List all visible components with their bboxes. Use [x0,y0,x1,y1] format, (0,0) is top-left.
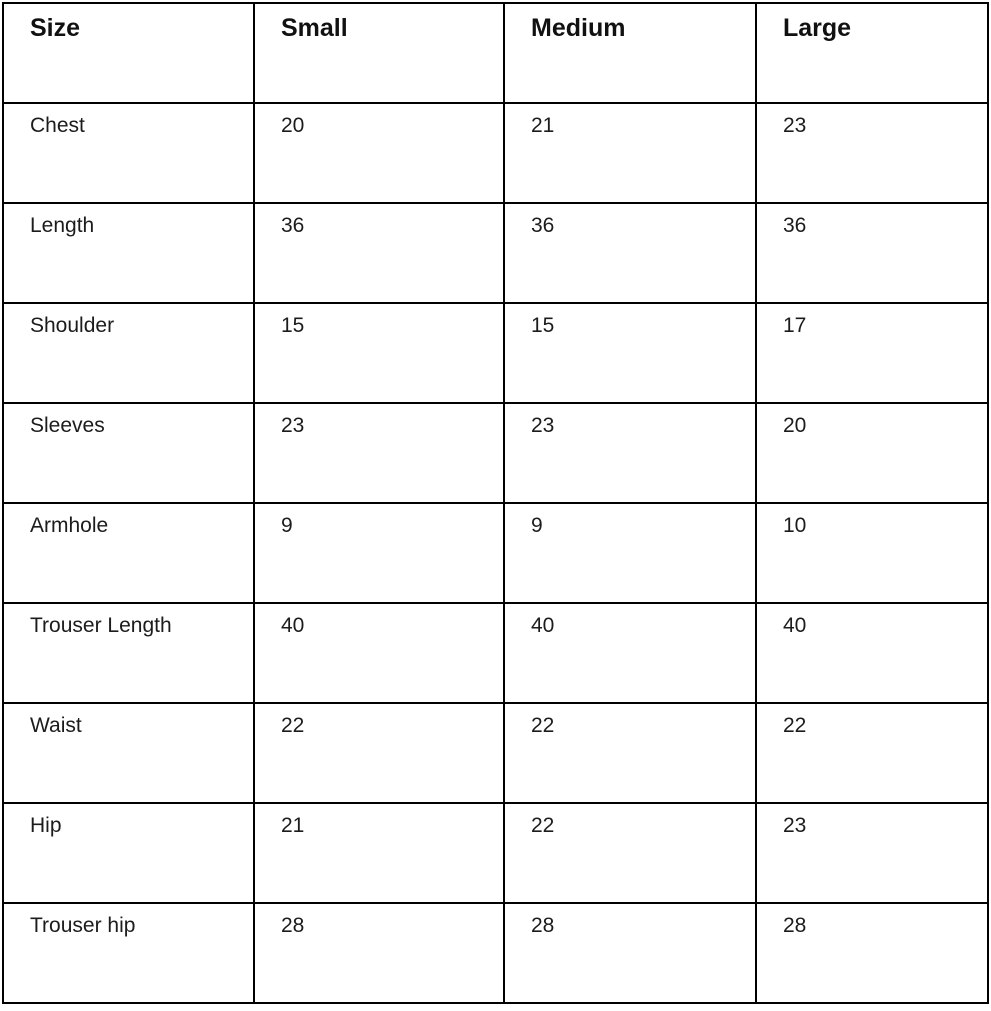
table-cell: 21 [503,102,757,204]
table-cell: 20 [755,402,989,504]
row-label: Chest [2,102,255,204]
table-row-hip: Hip 21 22 23 [2,802,989,904]
table-cell: 36 [755,202,989,304]
column-header-small: Small [253,2,505,104]
row-label: Armhole [2,502,255,604]
table-cell: 9 [503,502,757,604]
table-row-trouser-length: Trouser Length 40 40 40 [2,602,989,704]
table-cell: 15 [503,302,757,404]
header-row: Size Small Medium Large [2,2,989,104]
row-label: Trouser Length [2,602,255,704]
table-cell: 28 [755,902,989,1004]
table-cell: 28 [253,902,505,1004]
table-row-chest: Chest 20 21 23 [2,102,989,204]
row-label: Sleeves [2,402,255,504]
table-cell: 17 [755,302,989,404]
table-cell: 36 [253,202,505,304]
column-header-medium: Medium [503,2,757,104]
table-cell: 10 [755,502,989,604]
table-cell: 40 [503,602,757,704]
table-row-sleeves: Sleeves 23 23 20 [2,402,989,504]
table-cell: 22 [253,702,505,804]
table-row-armhole: Armhole 9 9 10 [2,502,989,604]
table-cell: 28 [503,902,757,1004]
table-cell: 36 [503,202,757,304]
table-row-trouser-hip: Trouser hip 28 28 28 [2,902,989,1004]
table-row-length: Length 36 36 36 [2,202,989,304]
table-cell: 23 [755,102,989,204]
column-header-size: Size [2,2,255,104]
column-header-large: Large [755,2,989,104]
table-row-shoulder: Shoulder 15 15 17 [2,302,989,404]
row-label: Waist [2,702,255,804]
table-cell: 15 [253,302,505,404]
table-cell: 23 [253,402,505,504]
table-cell: 40 [755,602,989,704]
table-row-waist: Waist 22 22 22 [2,702,989,804]
table-cell: 22 [755,702,989,804]
row-label: Length [2,202,255,304]
table-cell: 23 [503,402,757,504]
table-cell: 21 [253,802,505,904]
table-cell: 22 [503,802,757,904]
row-label: Shoulder [2,302,255,404]
row-label: Trouser hip [2,902,255,1004]
row-label: Hip [2,802,255,904]
table-cell: 22 [503,702,757,804]
table-cell: 40 [253,602,505,704]
table-cell: 20 [253,102,505,204]
table-cell: 23 [755,802,989,904]
table-cell: 9 [253,502,505,604]
